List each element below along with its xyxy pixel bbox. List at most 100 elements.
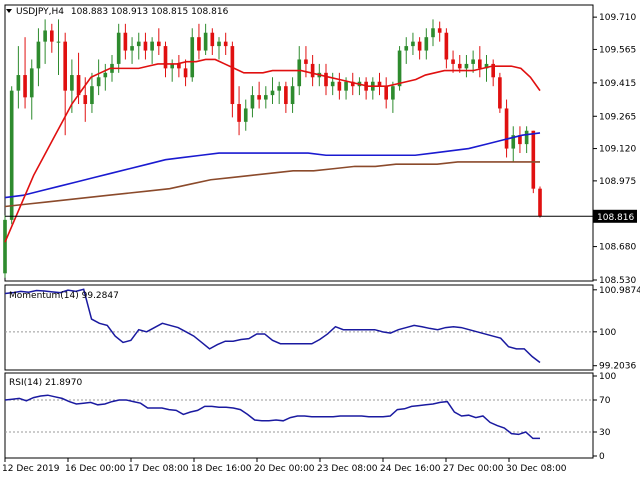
time-tick-label: 23 Dec 08:00: [317, 464, 378, 474]
candle-body: [404, 46, 409, 51]
candle-body: [103, 72, 108, 78]
candle-body: [431, 28, 435, 38]
candle-body: [223, 41, 228, 47]
candle-body: [384, 86, 389, 100]
candle-body: [511, 135, 516, 149]
axis-tick-label: 70: [599, 396, 611, 406]
momentum-panel-frame: [4, 284, 594, 371]
candle-body: [23, 75, 27, 98]
axis-tick-label: 109.415: [599, 79, 636, 89]
rsi-series: [4, 394, 593, 440]
candle-body: [9, 90, 14, 220]
candle-body: [263, 95, 268, 100]
axis-tick-label: 109.565: [599, 45, 636, 55]
candle-body: [310, 63, 315, 78]
time-tick-label: 27 Dec 00:00: [443, 464, 504, 474]
rsi-title: RSI(14) 21.8970: [9, 378, 82, 388]
chart-header: USDJPY,H4 108.883 108.913 108.815 108.81…: [16, 7, 229, 17]
candle-body: [457, 63, 462, 69]
candle-body: [143, 41, 148, 51]
candle-body: [484, 63, 489, 69]
candle-body: [170, 63, 175, 69]
momentum-panel[interactable]: 100.9874 100 99.2036 Momentum(14) 99.2847: [4, 284, 640, 372]
candle-body: [237, 104, 241, 122]
axis-tick-label: 109.120: [599, 145, 636, 155]
candle-body: [531, 130, 536, 189]
candle-body: [257, 95, 261, 100]
candle-body: [190, 37, 195, 78]
momentum-series: [4, 288, 593, 364]
candle-body: [56, 41, 61, 43]
candle-body: [437, 28, 442, 33]
candle-body: [123, 32, 128, 51]
time-tick-label: 17 Dec 08:00: [128, 464, 189, 474]
candle-body: [203, 32, 208, 51]
candle-body: [344, 81, 348, 91]
axis-tick-label: 109.265: [599, 112, 636, 122]
rsi-panel[interactable]: 100 70 30 0 RSI(14) 21.8970: [4, 372, 616, 462]
candle-body: [290, 86, 295, 105]
candle-body: [451, 59, 455, 64]
candle-body: [16, 75, 21, 91]
candle-body: [424, 37, 429, 51]
candle-body: [391, 86, 395, 100]
candle-body: [337, 81, 342, 91]
axis-tick-label: 108.975: [599, 177, 636, 187]
candle-body: [43, 30, 47, 42]
candle-body: [29, 68, 34, 98]
candle-body: [243, 108, 248, 122]
candle-body: [330, 81, 335, 87]
sma-mid-line: [4, 132, 541, 199]
axis-tick-label: 108.530: [599, 276, 636, 286]
candle-body: [324, 72, 328, 87]
candle-body: [464, 63, 469, 69]
candle-body: [397, 50, 402, 87]
candle-body: [444, 32, 449, 60]
candle-body: [377, 81, 382, 87]
time-tick-label: 20 Dec 00:00: [254, 464, 315, 474]
axis-tick-label: 100: [599, 328, 616, 338]
axis-tick-label: 99.2036: [599, 362, 636, 372]
candle-body: [498, 77, 502, 109]
axis-tick-label: 109.710: [599, 13, 636, 23]
axis-tick-label: 100: [599, 372, 616, 382]
symbol-timeframe: USDJPY,H4: [16, 7, 64, 17]
candle-body: [524, 130, 529, 145]
current-price-label: 108.816: [597, 213, 634, 223]
price-panel[interactable]: 109.710 109.565 109.415 109.265 109.120 108.9…: [3, 4, 637, 286]
time-tick-label: 24 Dec 16:00: [380, 464, 441, 474]
candle-body: [83, 95, 88, 105]
axis-tick-label: 100.9874: [599, 286, 640, 296]
axis-tick-label: 108.680: [599, 243, 636, 253]
ohlc-values: 108.883 108.913 108.815 108.816: [71, 7, 229, 17]
candle-body: [150, 41, 154, 51]
price-series: [3, 19, 542, 278]
momentum-axis: 100.9874 100 99.2036: [593, 286, 640, 372]
candle-body: [350, 81, 355, 87]
current-price-tag: [593, 209, 637, 223]
candle-body: [250, 95, 255, 109]
candle-body: [163, 46, 168, 69]
candle-body: [518, 135, 522, 145]
time-tick-label: 12 Dec 2019: [2, 464, 60, 474]
candle-body: [504, 108, 509, 149]
candle-body: [90, 86, 94, 105]
candle-body: [411, 41, 415, 47]
candle-body: [491, 63, 496, 78]
rsi-axis: 100 70 30 0: [593, 372, 616, 462]
collapse-arrow-icon[interactable]: [6, 9, 12, 13]
candle-body: [49, 30, 54, 42]
candle-body: [183, 68, 188, 78]
candle-body: [297, 59, 302, 87]
candle-body: [277, 86, 282, 91]
sma-slow-line: [4, 161, 540, 208]
candle-body: [471, 59, 475, 64]
time-tick-label: 16 Dec 00:00: [65, 464, 126, 474]
candle-body: [270, 90, 275, 96]
candle-body: [76, 75, 81, 96]
candle-body: [3, 219, 7, 274]
candle-body: [70, 75, 74, 91]
candle-body: [197, 37, 201, 51]
candle-body: [177, 63, 181, 69]
